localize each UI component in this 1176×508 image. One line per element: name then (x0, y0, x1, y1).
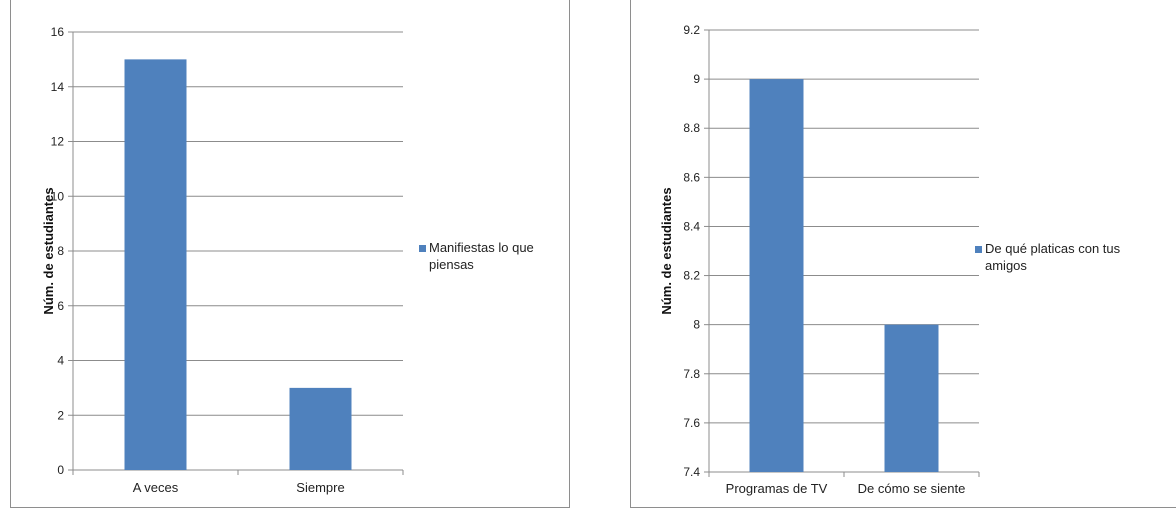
y-tick-label: 2 (57, 408, 64, 422)
y-tick-label: 0 (57, 463, 64, 477)
bar (884, 324, 939, 472)
y-axis-label: Núm. de estudiantes (659, 187, 674, 314)
x-category-label: Programas de TV (726, 481, 828, 496)
bar (124, 59, 187, 470)
y-tick-label: 4 (57, 354, 64, 368)
x-category-label: A veces (133, 480, 179, 495)
x-category-label: De cómo se siente (858, 481, 966, 496)
y-tick-label: 10 (51, 189, 65, 203)
legend-swatch (419, 245, 426, 252)
legend-label: amigos (985, 258, 1027, 273)
chart-left: 0 2 4 6 8 10 12 14 16 A veces Siempre Núm. de estud… (41, 25, 534, 495)
y-tick-label: 8.6 (683, 170, 700, 184)
chart-panel-right: 7.4 7.6 7.8 8 8.2 8.4 8.6 8.8 9 9.2 Programas de T… (630, 0, 1176, 508)
legend-label: De qué platicas con tus (985, 241, 1121, 256)
chart-panel-left: 0 2 4 6 8 10 12 14 16 A veces Siempre Núm. de estud… (10, 0, 570, 508)
y-tick-label: 7.8 (683, 367, 700, 381)
legend-label: Manifiestas lo que (429, 240, 534, 255)
legend-label: piensas (429, 257, 474, 272)
y-tick-label: 8.4 (683, 219, 700, 233)
y-tick-label: 14 (51, 80, 65, 94)
y-tick-label: 9.2 (683, 23, 700, 37)
y-tick-label: 7.4 (683, 465, 700, 479)
y-axis-label: Núm. de estudiantes (41, 187, 56, 314)
y-tick-label: 8 (693, 318, 700, 332)
bar (289, 387, 352, 470)
bar (749, 79, 804, 472)
y-tick-label: 8.2 (683, 269, 700, 283)
y-tick-label: 16 (51, 25, 65, 39)
y-tick-label: 6 (57, 299, 64, 313)
legend-swatch (975, 246, 982, 253)
chart-right: 7.4 7.6 7.8 8 8.2 8.4 8.6 8.8 9 9.2 Programas de T… (659, 23, 1121, 496)
y-tick-label: 8.8 (683, 121, 700, 135)
y-tick-label: 8 (57, 244, 64, 258)
x-category-label: Siempre (296, 480, 344, 495)
y-tick-label: 7.6 (683, 416, 700, 430)
y-tick-label: 9 (693, 72, 700, 86)
y-tick-label: 12 (51, 135, 65, 149)
